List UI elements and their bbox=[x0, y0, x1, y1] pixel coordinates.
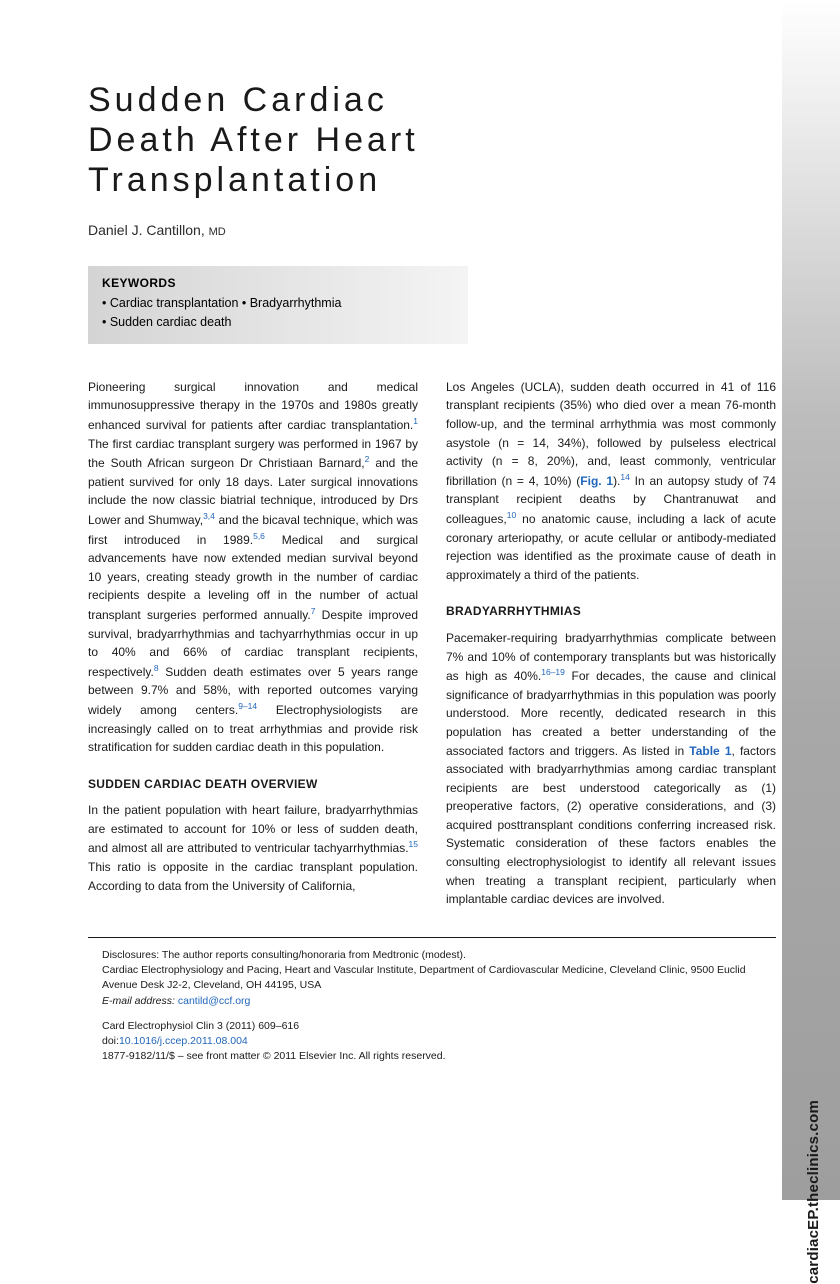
citation-ref[interactable]: 15 bbox=[409, 839, 418, 849]
intro-paragraph: Pioneering surgical innovation and medic… bbox=[88, 378, 418, 757]
article-title: Sudden Cardiac Death After Heart Transpl… bbox=[88, 80, 648, 200]
email-line: E-mail address: cantild@ccf.org bbox=[102, 994, 776, 1009]
table-ref[interactable]: Table 1 bbox=[689, 744, 731, 758]
brady-paragraph: Pacemaker-requiring bradyarrhythmias com… bbox=[446, 629, 776, 909]
copyright-line: 1877-9182/11/$ – see front matter © 2011… bbox=[102, 1049, 776, 1064]
keywords-heading: KEYWORDS bbox=[102, 276, 454, 290]
citation-ref[interactable]: 14 bbox=[620, 472, 629, 482]
author-name: Daniel J. Cantillon, bbox=[88, 222, 205, 238]
keyword-line-1: • Cardiac transplantation • Bradyarrhyth… bbox=[102, 294, 454, 313]
keywords-list: • Cardiac transplantation • Bradyarrhyth… bbox=[102, 294, 454, 332]
email-link[interactable]: cantild@ccf.org bbox=[178, 995, 251, 1007]
figure-ref[interactable]: Fig. 1 bbox=[580, 474, 613, 488]
title-line-1: Sudden Cardiac bbox=[88, 81, 388, 119]
sidebar-url: cardiacEP.theclinics.com bbox=[805, 1100, 822, 1284]
citation-ref[interactable]: 1 bbox=[413, 416, 418, 426]
title-line-2: Death After Heart bbox=[88, 121, 419, 159]
doi-link[interactable]: 10.1016/j.ccep.2011.08.004 bbox=[119, 1035, 248, 1047]
page-content: Sudden Cardiac Death After Heart Transpl… bbox=[0, 0, 840, 1104]
citation-ref[interactable]: 16–19 bbox=[541, 667, 565, 677]
footer-rule bbox=[88, 937, 776, 938]
citation-ref[interactable]: 9–14 bbox=[238, 701, 257, 711]
title-line-3: Transplantation bbox=[88, 161, 381, 199]
section-heading-overview: SUDDEN CARDIAC DEATH OVERVIEW bbox=[88, 775, 418, 794]
author-line: Daniel J. Cantillon, MD bbox=[88, 222, 776, 238]
section-heading-brady: BRADYARRHYTHMIAS bbox=[446, 602, 776, 621]
email-label: E-mail address: bbox=[102, 995, 175, 1007]
keywords-box: KEYWORDS • Cardiac transplantation • Bra… bbox=[88, 266, 468, 344]
journal-cite: Card Electrophysiol Clin 3 (2011) 609–61… bbox=[102, 1019, 776, 1034]
citation-ref[interactable]: 10 bbox=[507, 510, 516, 520]
journal-block: Card Electrophysiol Clin 3 (2011) 609–61… bbox=[102, 1019, 776, 1065]
column-left: Pioneering surgical innovation and medic… bbox=[88, 378, 418, 909]
column-right: Los Angeles (UCLA), sudden death occurre… bbox=[446, 378, 776, 909]
disclosures-line: Disclosures: The author reports consulti… bbox=[102, 948, 776, 963]
overview-paragraph: In the patient population with heart fai… bbox=[88, 801, 418, 895]
doi-label: doi: bbox=[102, 1035, 119, 1047]
overview-continued: Los Angeles (UCLA), sudden death occurre… bbox=[446, 378, 776, 585]
citation-ref[interactable]: 3,4 bbox=[203, 511, 215, 521]
keyword-line-2: • Sudden cardiac death bbox=[102, 313, 454, 332]
body-columns: Pioneering surgical innovation and medic… bbox=[88, 378, 776, 909]
doi-line: doi:10.1016/j.ccep.2011.08.004 bbox=[102, 1034, 776, 1049]
affiliation-line: Cardiac Electrophysiology and Pacing, He… bbox=[102, 963, 776, 993]
footer-block: Disclosures: The author reports consulti… bbox=[88, 948, 776, 1065]
author-credential: MD bbox=[209, 226, 226, 238]
citation-ref[interactable]: 5,6 bbox=[253, 531, 265, 541]
